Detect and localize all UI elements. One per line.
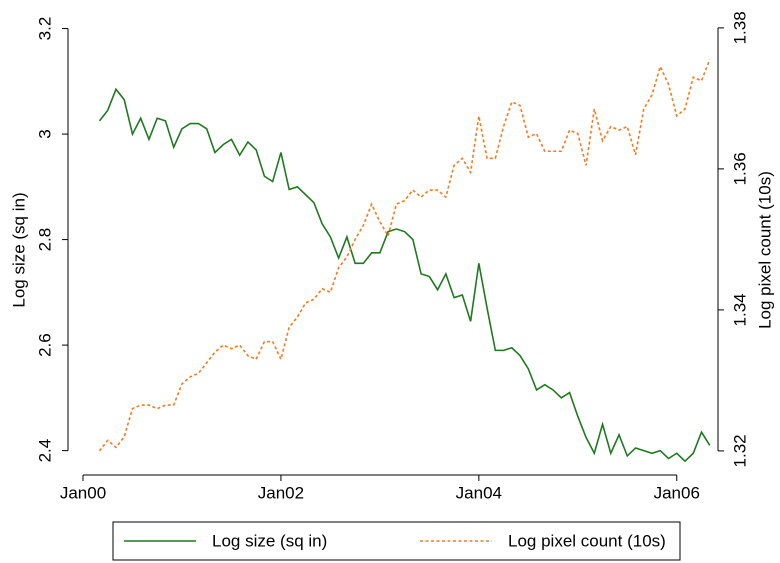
y-tick-label: 2.8	[35, 228, 54, 252]
legend-label: Log size (sq in)	[212, 531, 327, 550]
x-tick-label: Jan04	[456, 483, 502, 502]
series-line	[98, 87, 711, 463]
y2-tick-label: 1.34	[730, 293, 749, 326]
legend-label: Log pixel count (10s)	[508, 531, 666, 550]
y-axis-title: Log size (sq in)	[9, 192, 28, 307]
y-tick-label: 3	[35, 129, 54, 138]
legend-box	[112, 521, 681, 561]
y2-tick-label: 1.36	[730, 152, 749, 185]
x-tick-label: Jan06	[654, 483, 700, 502]
y-tick-label: 3.2	[35, 17, 54, 41]
y2-tick-label: 1.32	[730, 434, 749, 467]
y2-tick-label: 1.38	[730, 11, 749, 44]
x-tick-label: Jan02	[258, 483, 304, 502]
x-tick-label: Jan00	[60, 483, 106, 502]
y2-axis-title: Log pixel count (10s)	[755, 171, 774, 329]
series-line	[98, 59, 711, 452]
y-tick-label: 2.4	[35, 439, 54, 463]
y-tick-label: 2.6	[35, 333, 54, 357]
